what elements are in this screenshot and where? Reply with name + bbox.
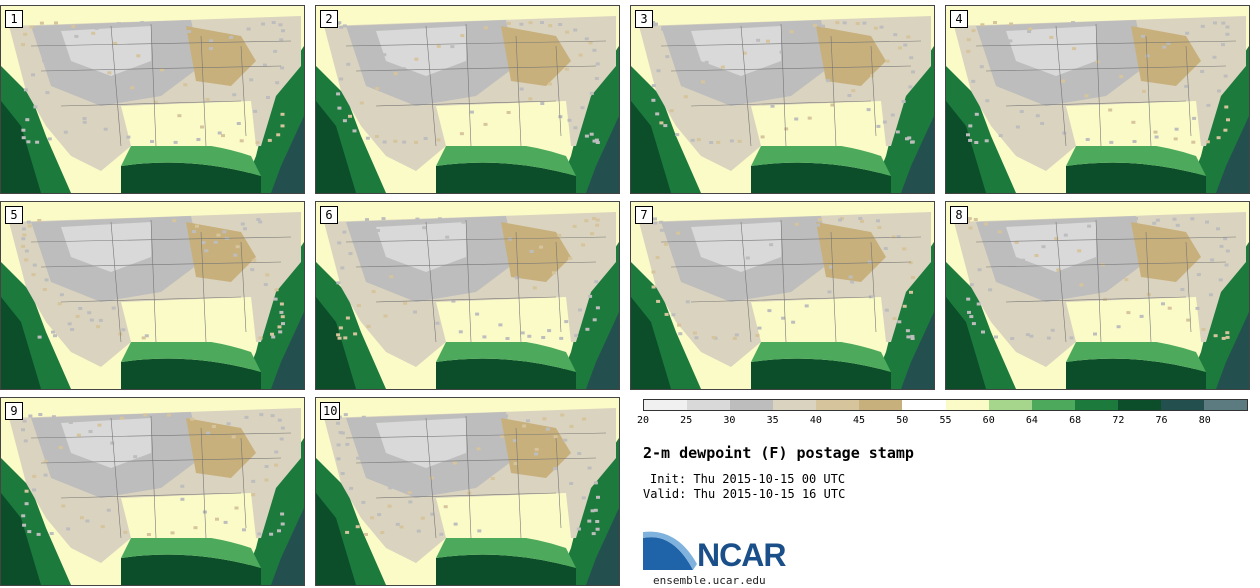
dewpoint-map bbox=[1, 398, 304, 585]
colorbar-tick-label: 72 bbox=[1112, 415, 1125, 426]
colorbar-segment bbox=[687, 400, 731, 410]
colorbar-segment bbox=[644, 400, 688, 410]
ncar-logo-icon bbox=[643, 531, 697, 570]
colorbar-tick-label: 80 bbox=[1198, 415, 1211, 426]
postage-stamp-map: 6 bbox=[315, 201, 620, 390]
colorbar-segment bbox=[816, 400, 860, 410]
member-number: 1 bbox=[5, 10, 23, 28]
colorbar-tick-label: 25 bbox=[680, 415, 693, 426]
colorbar-segment bbox=[730, 400, 774, 410]
colorbar bbox=[643, 399, 1248, 411]
member-number: 3 bbox=[635, 10, 653, 28]
dewpoint-map bbox=[1, 6, 304, 193]
colorbar-segment bbox=[859, 400, 903, 410]
colorbar-tick-label: 64 bbox=[1025, 415, 1038, 426]
postage-stamp-map: 10 bbox=[315, 397, 620, 586]
member-number: 6 bbox=[320, 206, 338, 224]
init-time: Init: Thu 2015-10-15 00 UTC bbox=[650, 472, 846, 486]
dewpoint-map bbox=[316, 202, 619, 389]
plot-title: 2-m dewpoint (F) postage stamp bbox=[643, 444, 914, 462]
colorbar-tick-label: 55 bbox=[939, 415, 952, 426]
colorbar-tick-label: 68 bbox=[1069, 415, 1082, 426]
logo-url: ensemble.ucar.edu bbox=[653, 574, 766, 587]
member-number: 4 bbox=[950, 10, 968, 28]
postage-stamp-map: 3 bbox=[630, 5, 935, 194]
postage-stamp-map: 2 bbox=[315, 5, 620, 194]
postage-stamp-map: 9 bbox=[0, 397, 305, 586]
colorbar-segment bbox=[773, 400, 817, 410]
postage-stamp-map: 7 bbox=[630, 201, 935, 390]
colorbar-tick-label: 76 bbox=[1155, 415, 1168, 426]
colorbar-tick-label: 45 bbox=[853, 415, 866, 426]
dewpoint-map bbox=[946, 202, 1249, 389]
colorbar-tick-labels: 20 25 30 35 40 45 50 55 60 64 68 72 76 80 bbox=[637, 415, 1248, 429]
colorbar-segment bbox=[988, 400, 1032, 410]
colorbar-segment bbox=[902, 400, 946, 410]
dewpoint-map bbox=[316, 6, 619, 193]
colorbar-tick-label: 35 bbox=[766, 415, 779, 426]
colorbar-segment bbox=[1204, 400, 1248, 410]
dewpoint-map bbox=[946, 6, 1249, 193]
colorbar-segment bbox=[1117, 400, 1161, 410]
colorbar-tick-label: 50 bbox=[896, 415, 909, 426]
colorbar-tick-label: 40 bbox=[809, 415, 822, 426]
member-number: 9 bbox=[5, 402, 23, 420]
member-number: 5 bbox=[5, 206, 23, 224]
valid-time: Valid: Thu 2015-10-15 16 UTC bbox=[643, 487, 846, 501]
postage-stamp-map: 8 bbox=[945, 201, 1250, 390]
logo-name: NCAR bbox=[697, 537, 786, 573]
colorbar-tick-label: 30 bbox=[723, 415, 736, 426]
dewpoint-map bbox=[316, 398, 619, 585]
colorbar-tick-label: 20 bbox=[636, 415, 650, 426]
colorbar-segment bbox=[945, 400, 989, 410]
dewpoint-map bbox=[1, 202, 304, 389]
member-number: 7 bbox=[635, 206, 653, 224]
dewpoint-map bbox=[631, 6, 934, 193]
colorbar-segment bbox=[1160, 400, 1205, 410]
member-number: 8 bbox=[950, 206, 968, 224]
colorbar-segment bbox=[1074, 400, 1118, 410]
postage-stamp-map: 5 bbox=[0, 201, 305, 390]
colorbar-tick-label: 60 bbox=[982, 415, 995, 426]
member-number: 10 bbox=[320, 402, 341, 420]
postage-stamp-map: 1 bbox=[0, 5, 305, 194]
colorbar-segment bbox=[1031, 400, 1075, 410]
postage-stamp-map: 4 bbox=[945, 5, 1250, 194]
dewpoint-map bbox=[631, 202, 934, 389]
member-number: 2 bbox=[320, 10, 338, 28]
